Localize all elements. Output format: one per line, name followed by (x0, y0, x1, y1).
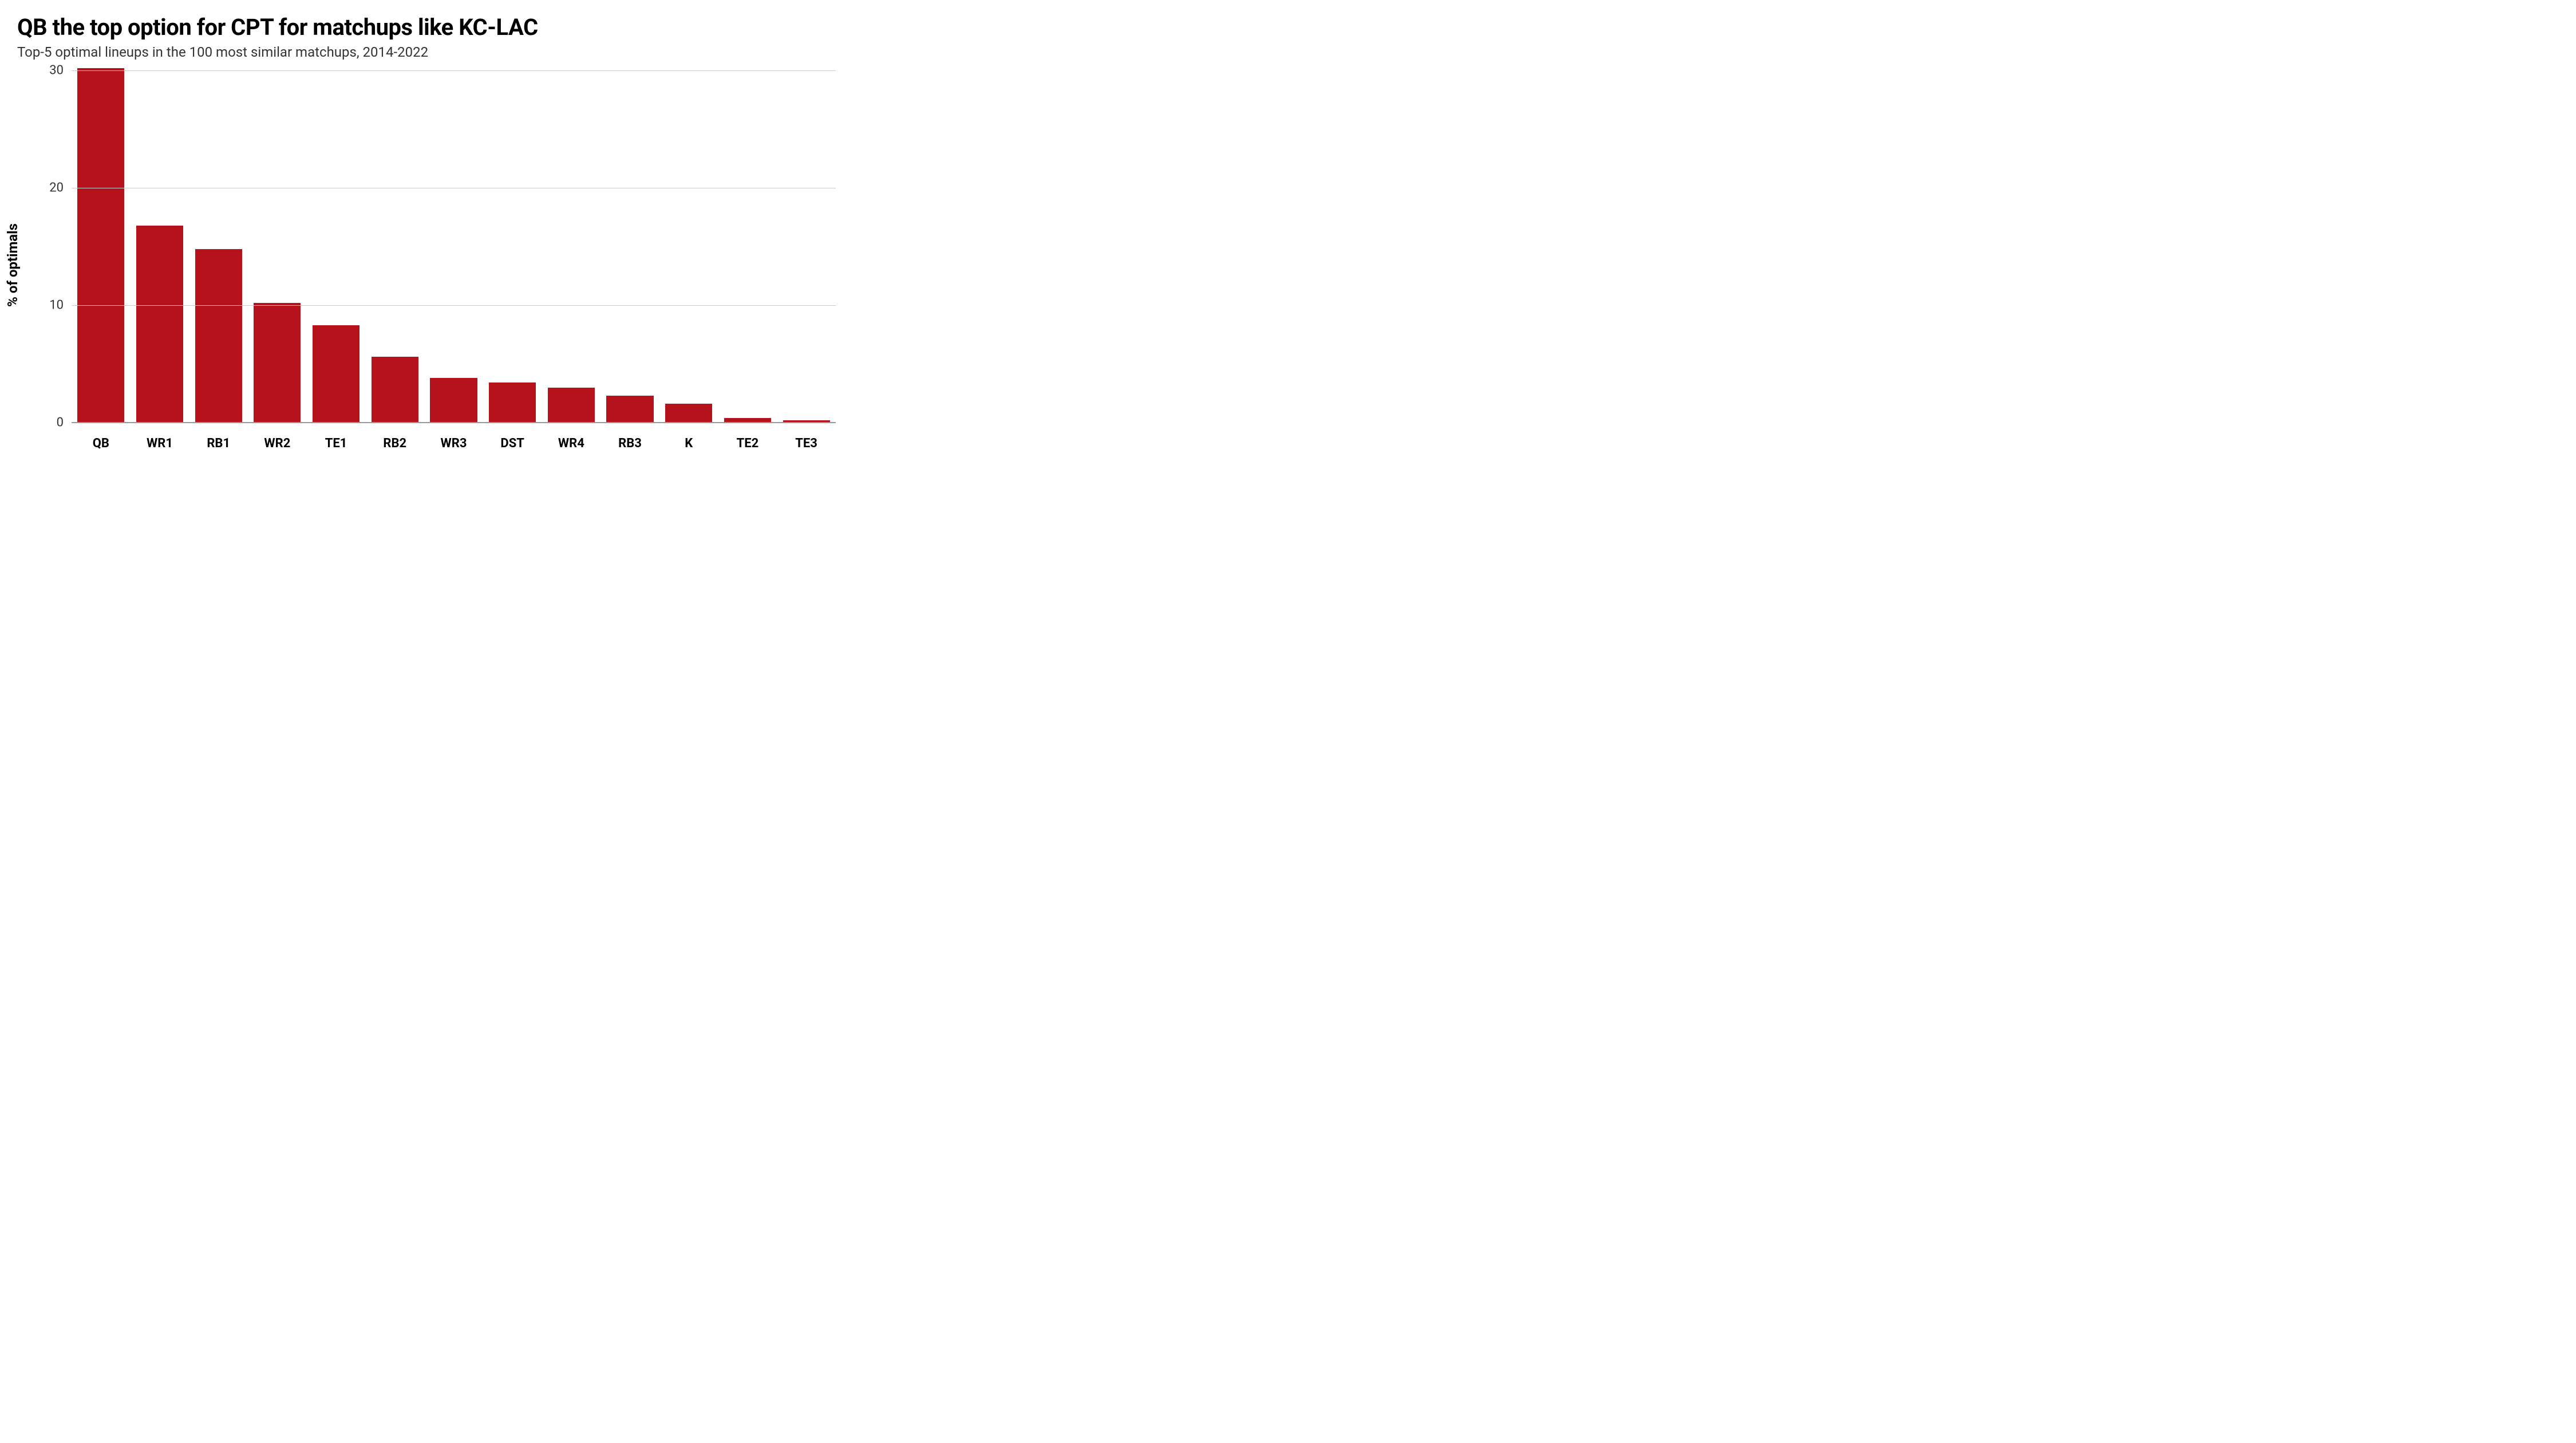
bar-slot (365, 70, 424, 423)
bar (136, 226, 183, 423)
bar-slot (424, 70, 483, 423)
y-tick-label: 20 (49, 181, 64, 195)
bar-slot (777, 70, 836, 423)
x-tick-label: WR3 (424, 428, 483, 460)
bar (77, 68, 124, 423)
x-axis-baseline (72, 422, 836, 423)
gridline (72, 70, 836, 71)
bar (606, 396, 653, 423)
chart-subtitle: Top-5 optimal lineups in the 100 most si… (17, 44, 841, 60)
bar-slot (72, 70, 131, 423)
bar-slot (248, 70, 307, 423)
bar (195, 249, 242, 423)
x-tick-label: K (659, 428, 718, 460)
bar-slot (189, 70, 248, 423)
bar (372, 357, 418, 423)
bar (548, 388, 595, 423)
bars-group (72, 70, 836, 423)
chart-title: QB the top option for CPT for matchups l… (17, 14, 841, 41)
bar (665, 404, 712, 423)
bar-slot (131, 70, 189, 423)
x-tick-label: WR4 (542, 428, 601, 460)
x-tick-label: TE3 (777, 428, 836, 460)
bar-slot (659, 70, 718, 423)
y-tick-label: 30 (49, 64, 64, 78)
bar (489, 383, 536, 423)
bar-slot (483, 70, 542, 423)
y-tick-label: 0 (57, 416, 64, 430)
x-axis-labels: QBWR1RB1WR2TE1RB2WR3DSTWR4RB3KTE2TE3 (72, 428, 836, 460)
x-tick-label: DST (483, 428, 542, 460)
bar-slot (600, 70, 659, 423)
x-tick-label: RB3 (600, 428, 659, 460)
gridline (72, 305, 836, 306)
plot-area: % of optimals 0102030 QBWR1RB1WR2TE1RB2W… (17, 70, 841, 460)
y-axis-label: % of optimals (5, 223, 21, 307)
x-tick-label: WR1 (131, 428, 189, 460)
bar-slot (718, 70, 777, 423)
x-tick-label: TE2 (718, 428, 777, 460)
chart-container: QB the top option for CPT for matchups l… (0, 0, 859, 481)
x-tick-label: WR2 (248, 428, 307, 460)
bar-slot (307, 70, 366, 423)
x-tick-label: QB (72, 428, 131, 460)
bar-slot (542, 70, 601, 423)
axis-area: 0102030 (72, 70, 836, 423)
x-tick-label: RB2 (365, 428, 424, 460)
y-tick-label: 10 (49, 298, 64, 313)
x-tick-label: TE1 (307, 428, 366, 460)
bar (313, 325, 359, 423)
bar (430, 378, 477, 423)
x-tick-label: RB1 (189, 428, 248, 460)
bar (254, 303, 301, 423)
